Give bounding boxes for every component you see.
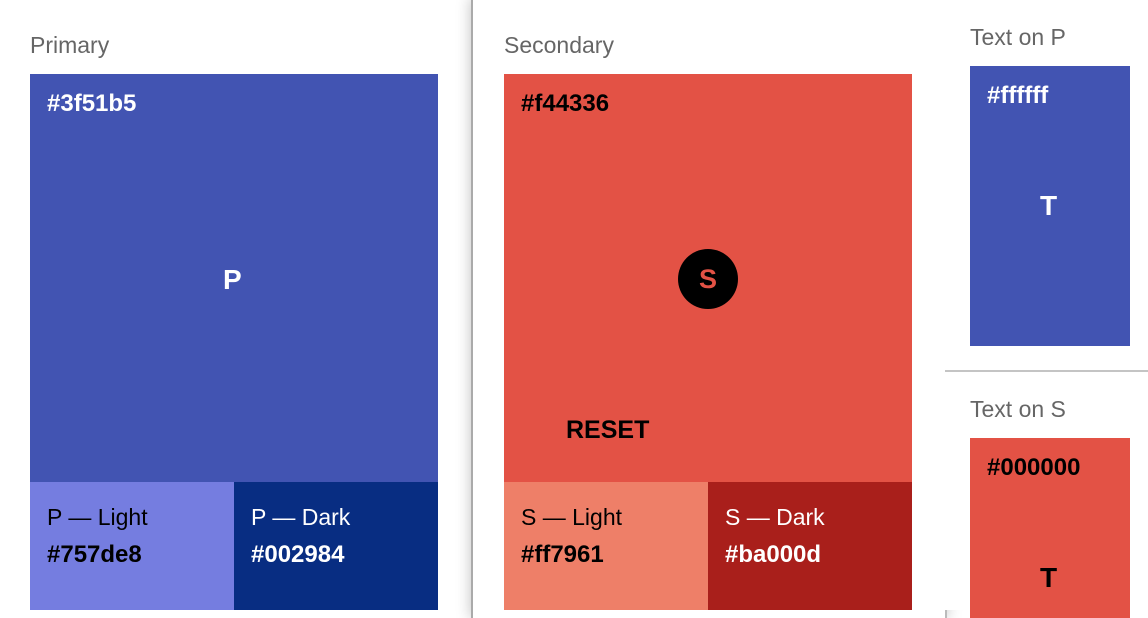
primary-dark-hex: #002984 [251, 541, 345, 568]
secondary-hex: #f44336 [521, 90, 610, 117]
primary-light-label: P — Light [47, 504, 148, 530]
secondary-dark-hex: #ba000d [725, 541, 822, 568]
text-on-p-swatch[interactable]: #ffffff T [970, 66, 1130, 346]
secondary-letter: S [698, 263, 717, 294]
primary-swatch[interactable]: #3f51b5 P [30, 74, 438, 482]
primary-title: Primary [30, 32, 110, 58]
secondary-fab-button[interactable]: S [678, 249, 738, 309]
text-on-s-letter: T [1040, 562, 1058, 593]
primary-dark-swatch[interactable]: P — Dark #002984 [234, 482, 438, 610]
primary-light-hex: #757de8 [47, 541, 142, 568]
secondary-light-hex: #ff7961 [521, 541, 604, 568]
primary-light-swatch[interactable]: P — Light #757de8 [30, 482, 234, 610]
secondary-dark-label: S — Dark [725, 504, 825, 530]
secondary-dark-swatch[interactable]: S — Dark #ba000d [708, 482, 912, 610]
text-on-s-swatch[interactable]: #000000 T [970, 438, 1130, 618]
primary-hex: #3f51b5 [47, 90, 137, 117]
text-on-p-hex: #ffffff [987, 82, 1049, 109]
text-colors-panel: Text on P #ffffff T Text on S #000000 T [945, 0, 1148, 618]
secondary-swatch[interactable]: #f44336 S RESET [504, 74, 912, 482]
divider [945, 370, 1148, 372]
secondary-title: Secondary [504, 32, 614, 58]
text-on-s-hex: #000000 [987, 454, 1081, 481]
secondary-light-label: S — Light [521, 504, 622, 530]
secondary-light-swatch[interactable]: S — Light #ff7961 [504, 482, 708, 610]
text-on-p-letter: T [1040, 190, 1058, 221]
reset-button[interactable]: RESET [566, 416, 650, 444]
text-on-s-title: Text on S [970, 396, 1066, 422]
primary-dark-label: P — Dark [251, 504, 351, 530]
primary-letter: P [223, 264, 242, 295]
text-on-p-title: Text on P [970, 24, 1066, 50]
